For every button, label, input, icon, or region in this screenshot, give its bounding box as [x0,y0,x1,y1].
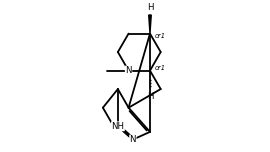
Text: or1: or1 [154,65,165,71]
Text: H: H [147,3,153,12]
Polygon shape [149,15,151,34]
Text: NH: NH [111,122,124,131]
Text: N: N [130,135,136,144]
Text: H: H [147,92,153,101]
Text: N: N [125,66,132,75]
Text: or1: or1 [154,33,165,39]
